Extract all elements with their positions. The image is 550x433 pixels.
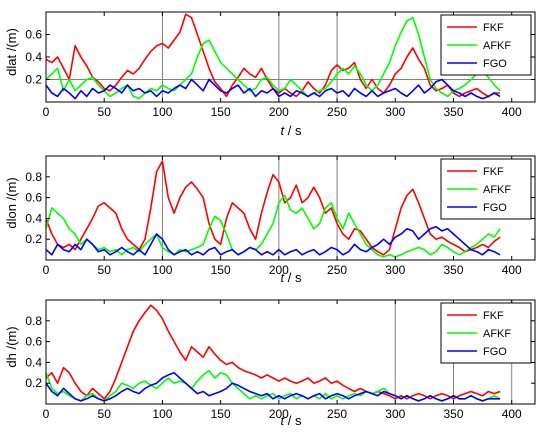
x-tick-label: 400 xyxy=(502,407,522,421)
x-tick-label: 350 xyxy=(443,407,463,421)
legend: FKF AFKF FGO xyxy=(440,14,532,76)
x-tick-label: 300 xyxy=(385,105,405,119)
y-tick-label: 0.4 xyxy=(25,211,42,225)
y-tick-label: 0.6 xyxy=(25,335,42,349)
ylabel-dlat: dlat /(m) xyxy=(4,28,19,76)
legend-label-fgo: FGO xyxy=(483,58,507,70)
legend: FKF AFKF FGO xyxy=(440,302,532,364)
xlabel-dlat: t / s xyxy=(281,123,302,138)
y-tick-label: 0.2 xyxy=(25,73,42,87)
legend-label-fkf: FKF xyxy=(483,166,504,178)
x-tick-label: 100 xyxy=(152,105,172,119)
x-tick-label: 350 xyxy=(443,105,463,119)
x-tick-label: 50 xyxy=(98,263,112,277)
y-tick-label: 0.8 xyxy=(25,314,42,328)
x-tick-label: 200 xyxy=(269,407,289,421)
y-tick-label: 0.4 xyxy=(25,50,42,64)
dlat-panel: dlat /(m) t / s 0 50 100 150 200 250 300 350 400… xyxy=(4,11,536,138)
legend-label-fgo: FGO xyxy=(483,202,507,214)
x-tick-label: 300 xyxy=(385,407,405,421)
legend-label-fkf: FKF xyxy=(483,22,504,34)
x-tick-label: 0 xyxy=(43,407,50,421)
y-tick-label: 0.4 xyxy=(25,355,42,369)
series-line-fgo xyxy=(46,371,501,402)
series-line-afkf xyxy=(46,16,501,100)
series-line-fgo xyxy=(46,225,501,256)
legend-label-afkf: AFKF xyxy=(483,40,511,52)
axes-frame xyxy=(45,299,536,405)
x-tick-label: 0 xyxy=(43,263,50,277)
xlabel-dh: t / s xyxy=(281,413,302,428)
x-tick-label: 150 xyxy=(211,105,231,119)
series-line-fgo xyxy=(46,78,501,100)
legend-label-afkf: AFKF xyxy=(483,328,511,340)
x-tick-label: 100 xyxy=(152,263,172,277)
y-tick-label: 0.6 xyxy=(25,28,42,42)
x-tick-label: 250 xyxy=(327,407,347,421)
series-line-afkf xyxy=(46,194,501,258)
x-tick-label: 250 xyxy=(327,105,347,119)
legend-label-fgo: FGO xyxy=(483,346,507,358)
dh-panel: dh /(m) t / s 0 50 100 150 200 250 300 350 400 0.… xyxy=(4,299,536,428)
x-tick-label: 0 xyxy=(43,105,50,119)
legend: FKF AFKF FGO xyxy=(440,158,532,220)
x-tick-label: 250 xyxy=(327,263,347,277)
legend-label-fkf: FKF xyxy=(483,310,504,322)
axes-frame xyxy=(45,155,536,261)
x-tick-label: 200 xyxy=(269,105,289,119)
x-tick-label: 150 xyxy=(211,407,231,421)
legend-label-afkf: AFKF xyxy=(483,184,511,196)
x-tick-label: 350 xyxy=(443,263,463,277)
series-line-fkf xyxy=(46,304,501,400)
x-tick-label: 50 xyxy=(98,105,112,119)
series-line-fkf xyxy=(46,160,501,256)
ylabel-dh: dh /(m) xyxy=(4,326,19,367)
x-tick-label: 150 xyxy=(211,263,231,277)
x-tick-label: 100 xyxy=(152,407,172,421)
x-tick-label: 400 xyxy=(502,105,522,119)
y-tick-label: 0.6 xyxy=(25,191,42,205)
dlon-panel: dlon /(m) t / s 0 50 100 150 200 250 300 350 400… xyxy=(4,155,536,285)
y-tick-label: 0.8 xyxy=(25,170,42,184)
x-tick-label: 200 xyxy=(269,263,289,277)
ylabel-dlon: dlon /(m) xyxy=(4,177,19,228)
x-tick-label: 400 xyxy=(502,263,522,277)
x-tick-label: 300 xyxy=(385,263,405,277)
x-tick-label: 50 xyxy=(98,407,112,421)
xlabel-dlon: t / s xyxy=(281,270,302,285)
y-tick-label: 0.2 xyxy=(25,376,42,390)
y-tick-label: 0.2 xyxy=(25,232,42,246)
